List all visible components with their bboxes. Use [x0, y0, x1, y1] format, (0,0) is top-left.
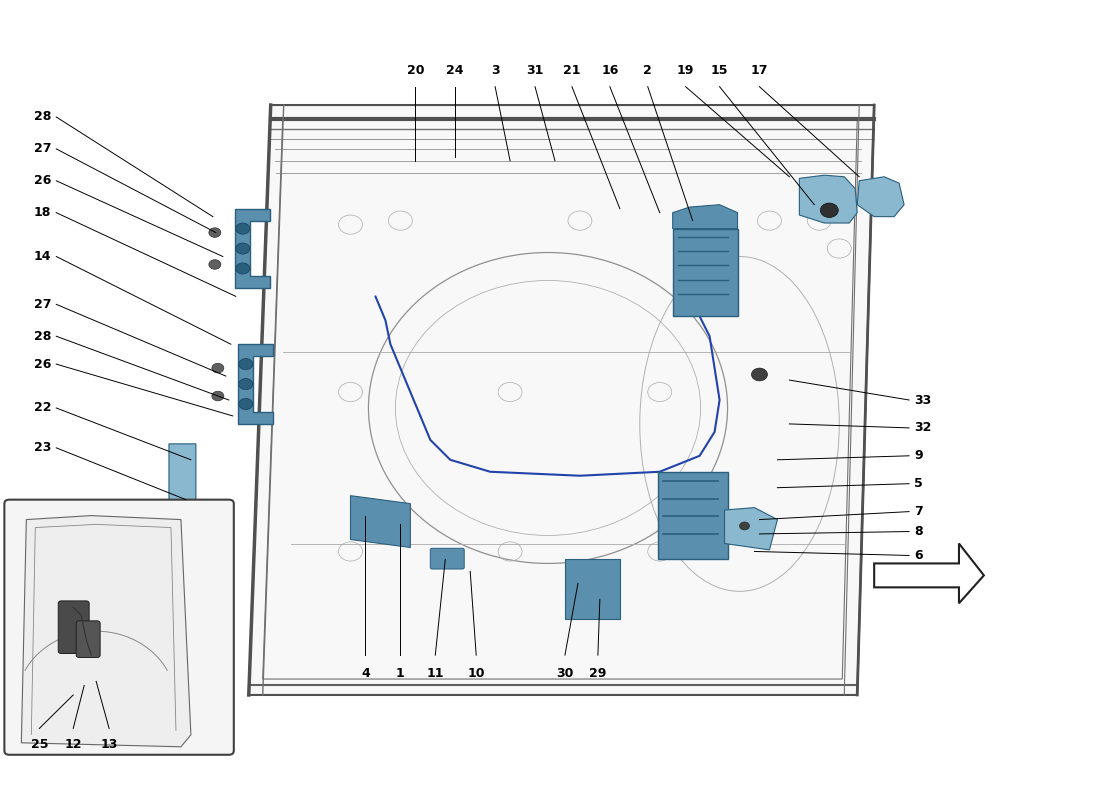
Polygon shape	[673, 205, 737, 229]
Text: 14: 14	[34, 250, 52, 263]
Text: FERRARI: FERRARI	[329, 364, 671, 516]
FancyBboxPatch shape	[58, 601, 89, 654]
Polygon shape	[234, 209, 270, 288]
Text: since 1985: since 1985	[585, 478, 854, 610]
Circle shape	[239, 378, 253, 390]
Text: 26: 26	[34, 174, 52, 187]
Circle shape	[209, 260, 221, 270]
Text: 28: 28	[34, 110, 52, 123]
FancyBboxPatch shape	[4, 500, 234, 754]
Text: 12: 12	[65, 738, 82, 751]
FancyBboxPatch shape	[76, 621, 100, 658]
Polygon shape	[673, 229, 737, 316]
Text: 28: 28	[34, 330, 52, 342]
Polygon shape	[800, 175, 857, 223]
Text: 31: 31	[527, 64, 543, 77]
Text: 1: 1	[396, 667, 405, 680]
FancyBboxPatch shape	[430, 548, 464, 569]
Circle shape	[209, 228, 221, 238]
Text: 10: 10	[468, 667, 485, 680]
Polygon shape	[565, 559, 619, 619]
Text: 32: 32	[914, 422, 932, 434]
Circle shape	[235, 243, 250, 254]
Polygon shape	[169, 444, 196, 519]
Text: 17: 17	[750, 64, 768, 77]
Text: 19: 19	[676, 64, 694, 77]
Circle shape	[212, 363, 223, 373]
Text: LUCE: LUCE	[394, 232, 767, 441]
Polygon shape	[725, 508, 778, 550]
Text: 25: 25	[31, 738, 48, 751]
Text: 33: 33	[914, 394, 932, 406]
Text: 8: 8	[914, 525, 923, 538]
Text: 15: 15	[711, 64, 728, 77]
Polygon shape	[658, 472, 727, 559]
Text: 9: 9	[914, 450, 923, 462]
Text: 11: 11	[427, 667, 444, 680]
Text: 30: 30	[557, 667, 573, 680]
Polygon shape	[238, 344, 273, 424]
Text: a passion for: a passion for	[540, 374, 820, 506]
Text: 5: 5	[914, 478, 923, 490]
Text: 22: 22	[34, 402, 52, 414]
Text: 20: 20	[407, 64, 425, 77]
Polygon shape	[351, 496, 410, 547]
Polygon shape	[21, 515, 191, 746]
Text: 23: 23	[34, 442, 52, 454]
Text: 27: 27	[34, 298, 52, 311]
Text: 16: 16	[602, 64, 618, 77]
Circle shape	[235, 263, 250, 274]
Circle shape	[239, 398, 253, 410]
Text: 3: 3	[491, 64, 499, 77]
Text: 6: 6	[914, 549, 923, 562]
Text: 18: 18	[34, 206, 52, 219]
Text: 4: 4	[361, 667, 370, 680]
Text: 2: 2	[644, 64, 652, 77]
Text: 24: 24	[447, 64, 464, 77]
Text: 7: 7	[914, 505, 923, 518]
Text: 27: 27	[34, 142, 52, 155]
Text: 29: 29	[590, 667, 606, 680]
Text: 26: 26	[34, 358, 52, 370]
Polygon shape	[249, 105, 875, 695]
Circle shape	[751, 368, 768, 381]
Polygon shape	[170, 527, 199, 591]
Text: 13: 13	[100, 738, 118, 751]
Text: 21: 21	[563, 64, 581, 77]
Polygon shape	[874, 543, 983, 603]
Circle shape	[212, 391, 223, 401]
Circle shape	[821, 203, 838, 218]
Circle shape	[239, 358, 253, 370]
Circle shape	[235, 223, 250, 234]
Circle shape	[739, 522, 749, 530]
Polygon shape	[857, 177, 904, 217]
